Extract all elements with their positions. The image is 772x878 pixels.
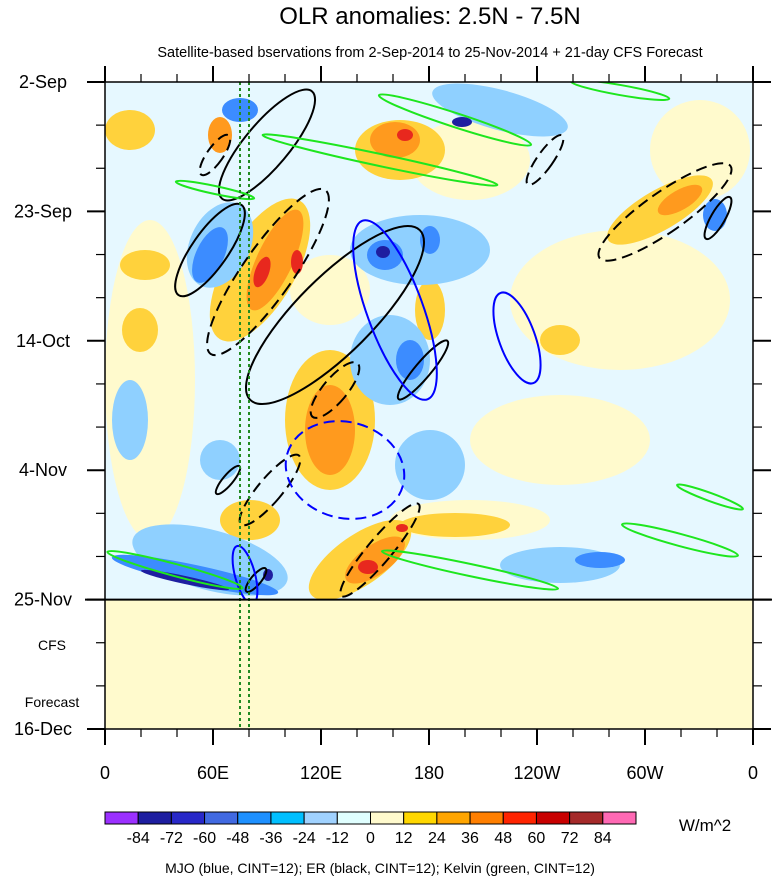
forecast-region [105,599,753,729]
chart-title: OLR anomalies: 2.5N - 7.5N [279,3,580,30]
colorbar-swatch [204,811,239,825]
chart-subtitle: Satellite-based bservations from 2-Sep-2… [157,45,702,61]
x-tick-label: 0 [748,763,758,783]
x-tick-label: 120E [300,763,342,783]
moderate-negative-patches [111,98,727,596]
colorbar-swatch [303,811,338,825]
colorbar-swatch [104,811,139,825]
colorbar-tick-label: -72 [160,830,183,847]
colorbar-swatch [436,811,471,825]
colorbar-tick-label: 48 [494,830,512,847]
colorbar-swatch [502,811,537,825]
contour-legend-note: MJO (blue, CINT=12); ER (black, CINT=12)… [165,860,595,876]
colorbar-swatch [170,811,206,825]
x-tick-label: 60W [626,763,663,783]
y-tick-label: 4-Nov [19,460,67,480]
colorbar-tick-label: 84 [594,830,612,847]
colorbar-tick-label: -48 [226,830,249,847]
colorbar: -84 -72 -60 -48 -36 -24 -12 0 12 24 36 48 60 72 84 [104,811,637,847]
colorbar-tick-label: -12 [326,830,349,847]
colorbar-tick-label: 60 [528,830,546,847]
colorbar-swatch [336,811,371,825]
mjo-contours [231,219,542,599]
colorbar-swatch [403,811,438,825]
colorbar-swatch [137,811,172,825]
colorbar-tick-label: 72 [561,830,579,847]
y-tick-label: 23-Sep [14,201,72,221]
colorbar-tick-label: 36 [461,830,479,847]
anomaly-field [105,82,753,599]
peak-negative-patches [140,117,472,591]
x-tick-label: 60E [197,763,229,783]
y-tick-label: 25-Nov [14,590,72,610]
x-tick-label: 180 [414,763,444,783]
colorbar-tick-label: -36 [259,830,282,847]
colorbar-swatch [237,811,272,825]
colorbar-units: W/m^2 [679,816,731,835]
peak-positive-patches [253,129,413,574]
x-axis: 0 60E 120E 180 120W 60W 0 [100,66,758,783]
x-tick-label: 0 [100,763,110,783]
colorbar-tick-label: 0 [366,830,375,847]
forecast-label-line2: Forecast [25,694,80,710]
colorbar-tick-label: 24 [428,830,446,847]
colorbar-swatch [569,811,604,825]
colorbar-swatch [602,811,637,825]
colorbar-swatch [270,811,305,825]
er-contours [174,88,733,593]
er-negative-contours [198,133,733,598]
colorbar-swatch [469,811,504,825]
colorbar-swatch [535,811,571,825]
y-axis: 2-Sep 23-Sep 14-Oct 4-Nov 25-Nov 16-Dec [14,72,771,739]
mjo-negative-contours [284,420,406,520]
forecast-label-line1: CFS [38,637,66,653]
colorbar-tick-label: -24 [293,830,316,847]
y-tick-label: 14-Oct [16,331,70,351]
x-tick-label: 120W [513,763,560,783]
colorbar-tick-label: -84 [127,830,150,847]
colorbar-tick-label: 12 [395,830,413,847]
y-tick-label: 16-Dec [14,719,72,739]
colorbar-swatch [370,811,405,825]
colorbar-tick-label: -60 [193,830,216,847]
kelvin-contours [106,82,744,591]
y-tick-label: 2-Sep [19,72,67,92]
